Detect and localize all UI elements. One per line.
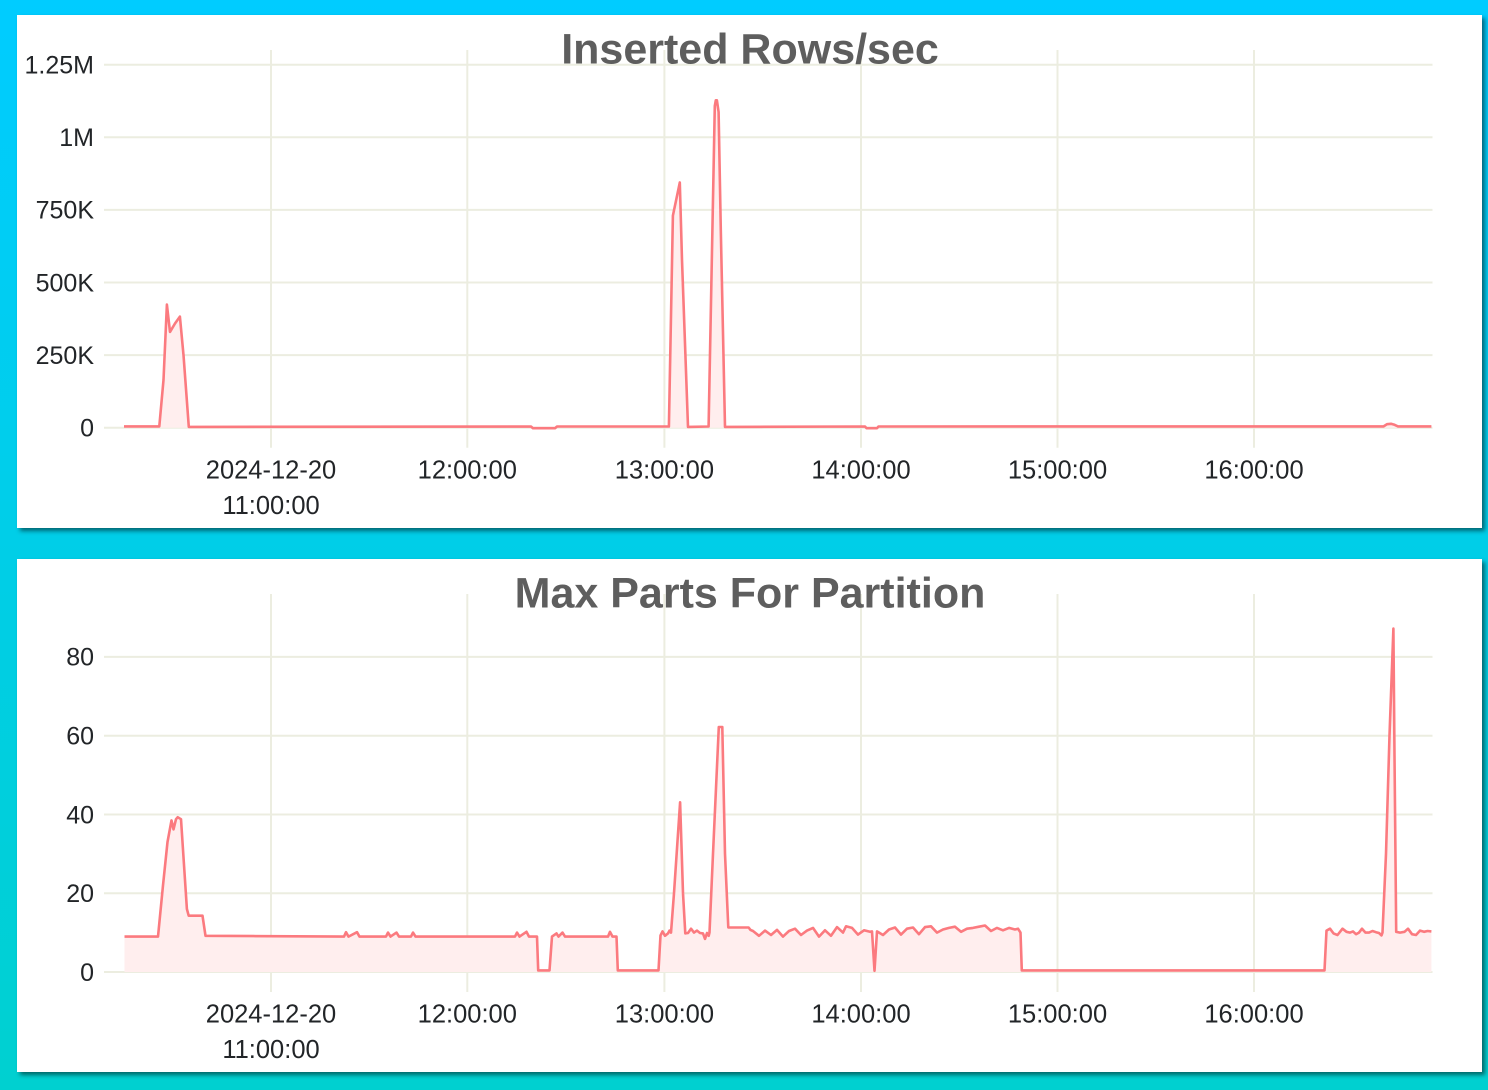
svg-text:500K: 500K — [36, 269, 95, 297]
svg-text:20: 20 — [66, 880, 94, 908]
svg-text:13:00:00: 13:00:00 — [615, 456, 714, 484]
svg-text:40: 40 — [66, 801, 94, 829]
svg-text:1M: 1M — [59, 124, 94, 152]
svg-text:Inserted Rows/sec: Inserted Rows/sec — [561, 26, 939, 74]
svg-text:750K: 750K — [36, 197, 95, 225]
svg-text:14:00:00: 14:00:00 — [811, 1000, 910, 1028]
svg-text:15:00:00: 15:00:00 — [1008, 1000, 1107, 1028]
svg-text:15:00:00: 15:00:00 — [1008, 456, 1107, 484]
svg-text:1.25M: 1.25M — [25, 52, 94, 80]
svg-text:2024-12-20: 2024-12-20 — [206, 456, 336, 484]
svg-text:14:00:00: 14:00:00 — [811, 456, 910, 484]
svg-text:12:00:00: 12:00:00 — [418, 1000, 517, 1028]
svg-text:Max Parts For Partition: Max Parts For Partition — [515, 570, 986, 618]
svg-text:2024-12-20: 2024-12-20 — [206, 1000, 336, 1028]
svg-text:80: 80 — [66, 644, 94, 672]
svg-text:11:00:00: 11:00:00 — [222, 492, 319, 520]
svg-text:11:00:00: 11:00:00 — [222, 1036, 319, 1064]
svg-text:13:00:00: 13:00:00 — [615, 1000, 714, 1028]
svg-text:0: 0 — [80, 959, 94, 987]
svg-text:0: 0 — [80, 415, 94, 443]
svg-text:16:00:00: 16:00:00 — [1204, 1000, 1303, 1028]
svg-text:60: 60 — [66, 723, 94, 751]
svg-text:12:00:00: 12:00:00 — [418, 456, 517, 484]
svg-text:16:00:00: 16:00:00 — [1204, 456, 1303, 484]
svg-text:250K: 250K — [36, 342, 95, 370]
